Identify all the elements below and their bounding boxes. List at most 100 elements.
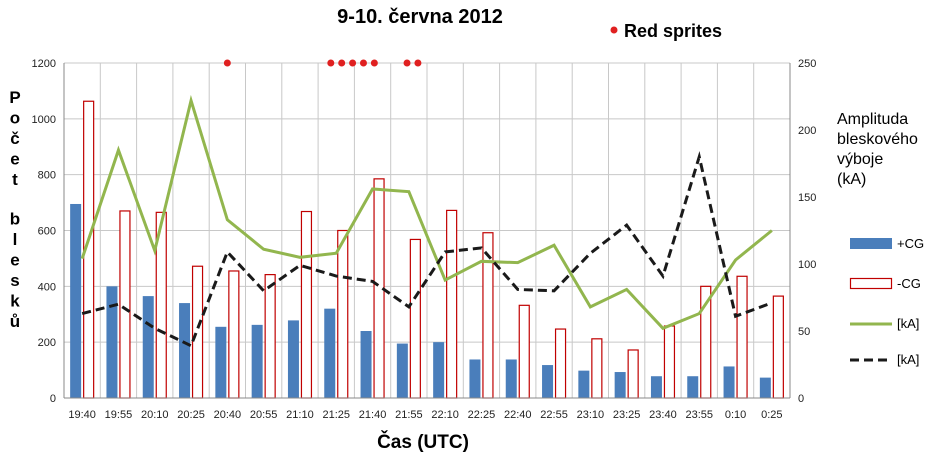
x-tick-label: 19:55 xyxy=(105,409,133,421)
red-sprite-marker xyxy=(370,59,378,67)
bar-neg-cg xyxy=(337,229,349,399)
bar-pos-cg xyxy=(324,308,336,398)
x-tick-label: 20:40 xyxy=(214,409,242,421)
legend-swatch-neg-cg xyxy=(849,277,893,290)
bar-pos-cg xyxy=(542,365,554,398)
y-left-label-letter: č xyxy=(10,129,19,148)
legend: +CG -CG [kA] [kA] xyxy=(849,236,924,367)
y-right-tick-label: 100 xyxy=(798,259,816,271)
red-sprite-marker xyxy=(403,59,411,67)
bar-pos-cg xyxy=(215,326,227,398)
y-left-tick-label: 0 xyxy=(50,393,56,405)
x-tick-label: 21:40 xyxy=(359,409,387,421)
x-tick-label: 21:10 xyxy=(286,409,314,421)
red-sprites-legend-marker xyxy=(610,26,618,34)
y-right-tick-label: 50 xyxy=(798,326,810,338)
legend-label-neg-cg: -CG xyxy=(897,276,921,291)
bar-pos-cg xyxy=(687,376,699,398)
bar-neg-cg xyxy=(119,210,131,399)
bar-pos-cg xyxy=(650,376,662,398)
x-tick-label: 22:55 xyxy=(540,409,568,421)
y-right-tick-label: 0 xyxy=(798,393,804,405)
bar-pos-cg xyxy=(469,359,481,398)
legend-label-ka-green: [kA] xyxy=(897,316,919,331)
y-left-label-letter: e xyxy=(10,251,19,270)
bar-neg-cg xyxy=(518,304,530,399)
bar-pos-cg xyxy=(759,377,771,398)
legend-label-ka-dashed: [kA] xyxy=(897,352,919,367)
x-axis-label: Čas (UTC) xyxy=(377,431,469,453)
y-left-tick-label: 1000 xyxy=(32,114,56,126)
bar-pos-cg xyxy=(70,203,82,398)
line-ka-green xyxy=(80,94,773,331)
bar-pos-cg xyxy=(505,359,517,398)
red-sprite-marker xyxy=(359,59,367,67)
bar-neg-cg xyxy=(627,349,639,399)
x-tick-label: 23:55 xyxy=(685,409,713,421)
x-tick-label: 21:25 xyxy=(322,409,350,421)
red-sprites-legend-label: Red sprites xyxy=(624,21,722,41)
bars xyxy=(70,100,784,399)
bar-pos-cg xyxy=(578,370,590,398)
bar-pos-cg xyxy=(723,366,735,398)
y-right-tick-label: 200 xyxy=(798,125,816,137)
bar-neg-cg xyxy=(191,265,204,399)
x-tick-label: 20:55 xyxy=(250,409,278,421)
bar-pos-cg xyxy=(142,296,154,398)
x-tick-label: 23:40 xyxy=(649,409,677,421)
y-left-label-letter: s xyxy=(10,271,19,290)
bar-neg-cg xyxy=(663,325,676,399)
y-right-label-line: výboje xyxy=(837,151,883,168)
red-sprite-marker xyxy=(338,59,346,67)
y-left-tick-label: 200 xyxy=(38,337,56,349)
bar-pos-cg xyxy=(433,342,445,398)
bar-pos-cg xyxy=(396,343,408,398)
y-left-label-letter: t xyxy=(12,170,18,189)
y-left-tick-label: 1200 xyxy=(32,58,56,70)
bar-neg-cg xyxy=(228,270,240,399)
y-left-tick-label: 800 xyxy=(38,170,56,182)
x-tick-label: 0:10 xyxy=(725,409,746,421)
y-left-label-letter: e xyxy=(10,150,19,169)
y-left-label-letter: b xyxy=(10,210,20,229)
y-right-label-line: bleskového xyxy=(837,131,918,148)
x-tick-label: 0:25 xyxy=(761,409,782,421)
bar-neg-cg xyxy=(300,210,313,399)
y-left-tick-label: 400 xyxy=(38,281,56,293)
chart-title: 9-10. června 2012 xyxy=(337,6,503,28)
bar-neg-cg xyxy=(736,275,748,399)
y-right-label-line: (kA) xyxy=(837,171,866,188)
grid-lines xyxy=(63,62,791,399)
y-left-label-letter: k xyxy=(10,292,20,311)
line-series xyxy=(80,94,773,348)
bar-pos-cg xyxy=(106,286,118,398)
x-tick-label: 22:10 xyxy=(431,409,459,421)
legend-swatch-pos-cg xyxy=(850,238,892,249)
x-tick-label: 20:25 xyxy=(177,409,205,421)
x-tick-label: 23:10 xyxy=(577,409,605,421)
red-sprite-markers xyxy=(223,59,422,67)
bar-neg-cg xyxy=(772,295,784,399)
y-right-label-line: Amplituda xyxy=(837,111,908,128)
y-left-label-letter: o xyxy=(10,109,20,128)
axes: 0 200 400 600 800 1000 1200 0 50 100 150 200 250 19:4… xyxy=(32,58,817,421)
legend-label-pos-cg: +CG xyxy=(897,236,924,251)
bar-neg-cg xyxy=(264,274,276,399)
y-right-tick-label: 250 xyxy=(798,58,816,70)
bar-neg-cg xyxy=(446,209,458,399)
x-tick-label: 22:40 xyxy=(504,409,532,421)
bar-pos-cg xyxy=(251,324,263,398)
bar-neg-cg xyxy=(591,338,603,399)
y-left-label-letter: ů xyxy=(10,312,20,331)
bar-neg-cg xyxy=(554,328,567,399)
bar-pos-cg xyxy=(360,331,372,398)
y-left-tick-label: 600 xyxy=(38,226,56,238)
bar-neg-cg xyxy=(409,238,421,399)
red-sprite-marker xyxy=(223,59,231,67)
y-left-label-letter: l xyxy=(13,230,18,249)
x-tick-label: 22:25 xyxy=(468,409,496,421)
y-right-tick-label: 150 xyxy=(798,192,816,204)
bar-pos-cg xyxy=(614,372,626,398)
bar-pos-cg xyxy=(287,320,299,398)
